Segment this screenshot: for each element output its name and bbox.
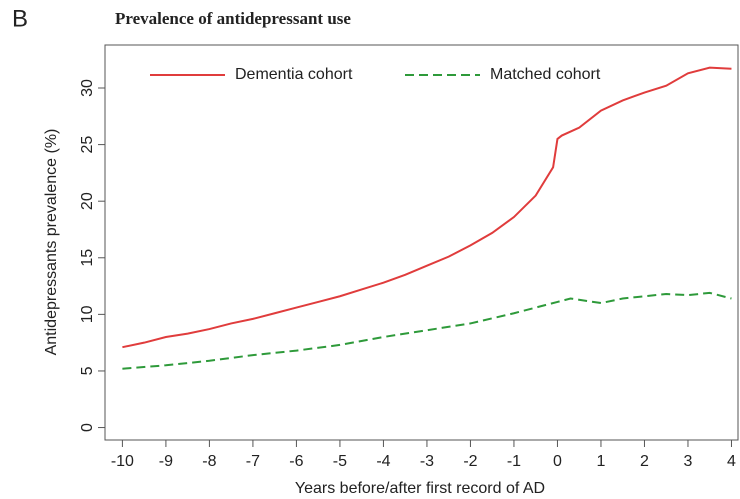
y-tick-label: 0 (79, 423, 96, 432)
x-tick-label: 4 (727, 453, 736, 470)
chart-title: Prevalence of antidepressant use (115, 9, 351, 28)
data-line (122, 291, 732, 370)
x-axis-label: Years before/after first record of AD (295, 480, 545, 497)
y-tick-label: 25 (79, 136, 96, 154)
x-tick-label: -8 (202, 453, 216, 470)
y-tick-label: 20 (79, 192, 96, 210)
x-tick-label: -2 (463, 453, 477, 470)
x-tick-label: 0 (553, 453, 562, 470)
y-tick-label: 30 (79, 79, 96, 97)
y-tick-label: 10 (79, 305, 96, 323)
x-tick-label: -9 (159, 453, 173, 470)
y-axis-label: Antidepressants prevalence (%) (43, 129, 60, 356)
x-tick-label: -7 (246, 453, 260, 470)
x-tick-label: -3 (420, 453, 434, 470)
y-tick-label: 15 (79, 249, 96, 267)
x-tick-label: -1 (507, 453, 521, 470)
x-tick-label: 2 (640, 453, 649, 470)
x-tick-label: -4 (376, 453, 390, 470)
x-tick-label: -6 (289, 453, 303, 470)
y-tick-label: 5 (79, 366, 96, 375)
x-tick-label: -5 (333, 453, 347, 470)
panel-label: B (12, 5, 28, 32)
x-tick-label: -10 (111, 453, 134, 470)
legend-label: Matched cohort (490, 66, 601, 83)
x-tick-label: 1 (597, 453, 606, 470)
x-tick-label: 3 (684, 453, 693, 470)
data-line (122, 66, 732, 349)
plot-frame (104, 44, 739, 441)
legend-label: Dementia cohort (235, 66, 353, 83)
